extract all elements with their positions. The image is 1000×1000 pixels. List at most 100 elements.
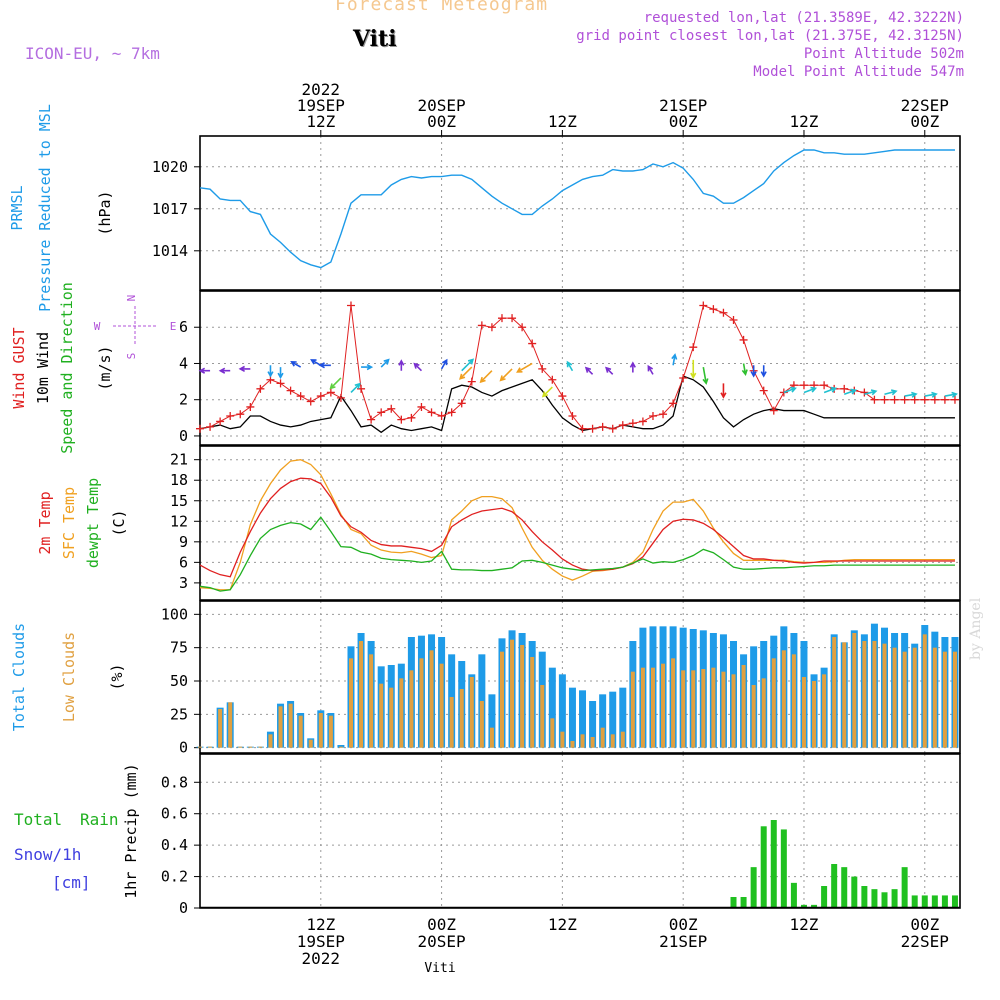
gust-point — [497, 314, 506, 323]
low-cloud-bar — [198, 746, 202, 748]
gust-point — [689, 343, 698, 352]
temperature-ytick-label: 18 — [170, 471, 188, 489]
wind-direction-arrow — [290, 361, 302, 368]
rain-bar — [770, 820, 777, 908]
gust-point — [840, 384, 849, 393]
temperature-axis-title: 2m Temp — [36, 491, 54, 554]
low-cloud-bar — [721, 671, 726, 748]
wind-direction-arrow — [198, 367, 211, 374]
temperature-axis-title: SFC Temp — [60, 487, 78, 559]
wind-panel: 0 2 4 6 — [179, 290, 961, 446]
wind-direction-arrow — [629, 361, 636, 373]
gust-point — [236, 410, 245, 419]
time-label-top: 22SEP — [901, 96, 949, 115]
low-cloud-bar — [711, 667, 716, 748]
rain-bar — [941, 895, 948, 908]
wind-direction-arrow — [479, 370, 493, 384]
pressure-axis-title: Pressure Reduced to MSL — [36, 104, 54, 312]
low-cloud-bar — [590, 737, 595, 748]
low-cloud-bar — [379, 683, 384, 748]
pressure-axis-title: PRMSL — [8, 185, 26, 230]
wind-axis-title: 10m Wind — [34, 332, 52, 404]
clouds-frame — [199, 600, 961, 754]
gust-point — [799, 381, 808, 390]
wind-direction-arrow — [350, 382, 361, 394]
wind-axis-title: (m/s) — [96, 345, 114, 390]
low-cloud-bar — [681, 670, 686, 748]
rain-bar — [871, 889, 878, 908]
rain-bar — [740, 897, 747, 908]
low-cloud-bar — [449, 697, 454, 748]
time-label-bottom: 2022 — [302, 949, 341, 968]
low-cloud-bar — [228, 702, 233, 748]
wind-direction-arrow — [516, 362, 533, 373]
low-cloud-bar — [741, 665, 746, 748]
temp-dewpt-line — [199, 516, 955, 592]
wind-direction-arrow — [380, 358, 390, 368]
gust-point — [890, 395, 899, 404]
total-cloud-bar — [337, 745, 345, 748]
gust-point — [226, 412, 235, 421]
clouds-ytick-label: 25 — [170, 705, 188, 723]
total-cloud-bar — [488, 694, 496, 748]
gust-point — [417, 402, 426, 411]
gust-point — [769, 406, 778, 415]
pressure-frame — [199, 135, 961, 291]
gust-point — [548, 375, 557, 384]
low-cloud-bar — [318, 713, 323, 748]
wind-direction-arrow — [647, 364, 654, 375]
gust-point — [216, 417, 225, 426]
low-cloud-bar — [268, 734, 273, 748]
wind10m-line — [199, 375, 955, 434]
wind-direction-arrow — [760, 365, 767, 378]
low-cloud-bar — [902, 651, 907, 748]
low-cloud-bar — [479, 701, 484, 748]
wind-direction-arrow — [750, 365, 757, 378]
time-label-top: 00Z — [669, 112, 698, 131]
time-label-bottom: 12Z — [306, 915, 335, 934]
wind-direction-arrow — [803, 386, 818, 394]
low-cloud-bar — [218, 709, 223, 748]
gust-point — [950, 395, 959, 404]
wind-direction-arrow — [864, 389, 878, 396]
clouds-ytick-label: 75 — [170, 639, 188, 657]
time-label-bottom: 00Z — [427, 915, 456, 934]
time-label-top: 00Z — [427, 112, 456, 131]
gust-point — [387, 404, 396, 413]
legend-cm: [cm] — [52, 873, 91, 892]
low-cloud-bar — [580, 734, 585, 748]
rain-bar — [750, 867, 757, 908]
pressure-ytick-label: 1020 — [152, 158, 188, 176]
low-cloud-bar — [671, 658, 676, 748]
gust-point — [246, 402, 255, 411]
gust-point — [447, 408, 456, 417]
low-cloud-bar — [892, 647, 897, 748]
low-cloud-bar — [248, 746, 253, 748]
precip-panel: 0 0.2 0.4 0.6 0.8 — [161, 753, 961, 917]
time-label-bottom: 21SEP — [659, 932, 707, 951]
pressure-panel: 1014 1017 1020 — [152, 135, 961, 291]
rain-bar — [760, 826, 767, 908]
gust-point — [407, 413, 416, 422]
time-label-bottom: 00Z — [910, 915, 939, 934]
wind-direction-arrow — [904, 391, 918, 398]
wind-direction-arrow — [440, 358, 448, 370]
model-point-altitude: Model Point Altitude 547m — [753, 64, 964, 80]
gust-point — [306, 397, 315, 406]
gust-point — [286, 386, 295, 395]
rain-bar — [821, 886, 828, 908]
clouds-axis-title: Low Clouds — [60, 632, 78, 722]
time-label-bottom: 20SEP — [418, 932, 466, 951]
low-cloud-bar — [550, 718, 555, 748]
low-cloud-bar — [510, 639, 515, 748]
precip-ytick-label: 0.8 — [161, 773, 188, 791]
gust-point — [930, 395, 939, 404]
clouds-axis-title: (%) — [108, 663, 126, 690]
low-cloud-bar — [862, 641, 867, 748]
temp-sfc-line — [199, 459, 955, 591]
gust-point — [719, 308, 728, 317]
wind-direction-arrow — [310, 359, 322, 366]
gust-point — [759, 386, 768, 395]
wind-direction-arrow — [238, 365, 251, 373]
